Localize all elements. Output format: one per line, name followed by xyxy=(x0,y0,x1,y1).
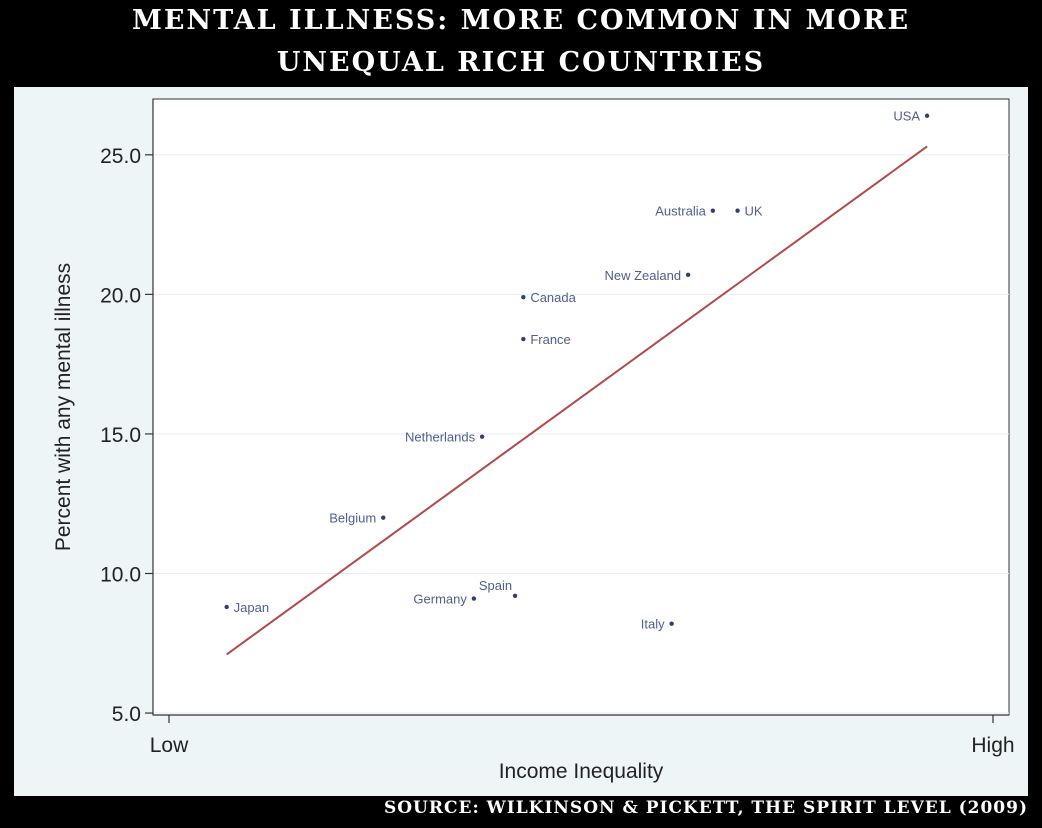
source-caption: SOURCE: WILKINSON & PICKETT, THE SPIRIT … xyxy=(383,798,1028,818)
data-point xyxy=(381,515,386,520)
x-tick-label: Low xyxy=(150,734,189,757)
fit-line-group xyxy=(226,145,928,656)
point-label: UK xyxy=(745,204,763,219)
y-tick-label: 10.0 xyxy=(100,563,141,586)
point-label: New Zealand xyxy=(605,268,682,283)
y-axis-label: Percent with any mental illness xyxy=(52,263,75,551)
chart-title-line-2: UNEQUAL RICH COUNTRIES xyxy=(276,47,766,78)
x-axis: Low High xyxy=(150,714,1015,757)
data-point xyxy=(924,113,930,118)
point-label: France xyxy=(530,332,570,347)
point-label: Japan xyxy=(234,600,269,615)
data-point xyxy=(512,593,518,599)
y-tick-label: 5.0 xyxy=(112,703,141,726)
data-point xyxy=(521,294,526,300)
point-label: Australia xyxy=(655,204,706,219)
scatter-chart: USA Australia UK New Zealand Canada France Net… xyxy=(52,98,1015,783)
y-tick-label: 15.0 xyxy=(100,424,141,447)
point-label: Canada xyxy=(530,290,576,305)
y-axis: 5.0 10.0 15.0 20.0 25.0 xyxy=(100,99,154,726)
data-points: USA Australia UK New Zealand Canada France Net… xyxy=(224,109,930,632)
grid-lines xyxy=(153,154,1009,714)
data-point xyxy=(735,208,740,213)
data-point xyxy=(479,434,485,439)
y-tick-label: 25.0 xyxy=(100,145,141,168)
point-label: Netherlands xyxy=(405,430,476,445)
point-label: Belgium xyxy=(329,511,376,526)
x-axis-label: Income Inequality xyxy=(499,760,664,783)
fit-line xyxy=(226,145,928,656)
y-tick-label: 20.0 xyxy=(100,284,141,307)
point-label: USA xyxy=(893,109,920,124)
point-label: Italy xyxy=(641,617,665,632)
point-label: Germany xyxy=(413,592,467,607)
chart-frame: USA Australia UK New Zealand Canada France Net… xyxy=(14,87,1028,796)
chart-title-line-1: MENTAL ILLNESS: MORE COMMON IN MORE xyxy=(131,5,911,36)
data-point xyxy=(685,272,691,278)
data-point xyxy=(224,604,229,610)
data-point xyxy=(471,596,477,601)
x-tick-label: High xyxy=(971,734,1014,757)
data-point xyxy=(521,336,526,342)
point-label: Spain xyxy=(479,578,512,593)
data-point xyxy=(710,208,716,213)
plot-area xyxy=(152,98,1010,716)
data-point xyxy=(669,621,674,626)
